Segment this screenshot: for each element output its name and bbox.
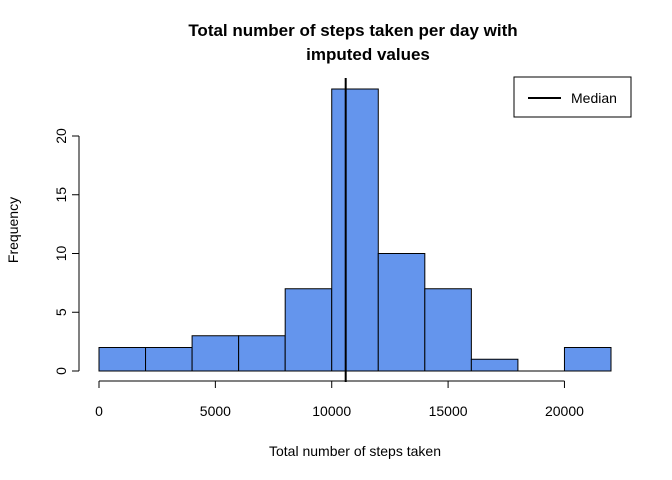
y-tick-label-3: 15 bbox=[53, 187, 69, 203]
x-tick-label-1: 5000 bbox=[200, 403, 231, 419]
y-tick-label-2: 10 bbox=[53, 246, 69, 262]
bar-5 bbox=[331, 88, 379, 372]
x-tick-label-3: 15000 bbox=[429, 403, 468, 419]
y-tick-label-0: 0 bbox=[53, 367, 69, 375]
x-tick-label-4: 20000 bbox=[545, 403, 584, 419]
bar-7 bbox=[424, 288, 472, 372]
legend-median-label: Median bbox=[571, 90, 617, 106]
bar-2 bbox=[191, 335, 240, 372]
legend: Median bbox=[513, 76, 632, 118]
x-tick-label-2: 10000 bbox=[312, 403, 351, 419]
x-axis-label: Total number of steps taken bbox=[269, 443, 441, 459]
histogram-bars bbox=[98, 88, 612, 372]
y-axis: 0 5 10 15 20 bbox=[53, 128, 80, 375]
y-axis-label: Frequency bbox=[5, 197, 21, 263]
chart-title-line-2: imputed values bbox=[306, 45, 430, 64]
bar-4 bbox=[284, 288, 333, 372]
bar-0 bbox=[98, 347, 147, 372]
bar-3 bbox=[238, 335, 286, 372]
chart-title-line-1: Total number of steps taken per day with bbox=[188, 21, 517, 40]
x-axis: 0 5000 10000 15000 20000 bbox=[95, 380, 584, 419]
bar-6 bbox=[377, 253, 426, 372]
bar-1 bbox=[145, 347, 193, 372]
y-tick-label-1: 5 bbox=[53, 308, 69, 316]
x-tick-label-0: 0 bbox=[95, 403, 103, 419]
bar-8 bbox=[470, 358, 519, 372]
y-tick-label-4: 20 bbox=[53, 128, 69, 144]
bar-10 bbox=[563, 347, 612, 372]
